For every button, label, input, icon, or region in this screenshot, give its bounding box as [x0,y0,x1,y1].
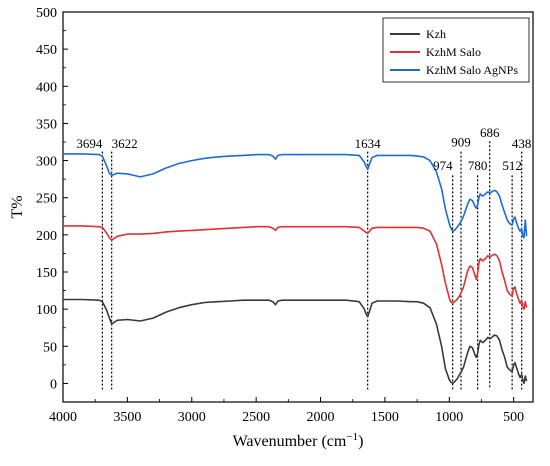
peak-marker-lines [101,141,523,390]
x-axis-ticks: 4000 3500 3000 2500 2000 1500 1000 500 [49,397,524,425]
legend: Kzh KzhM Salo KzhM Salo AgNPs [382,17,530,83]
x-tick-label: 1500 [371,410,399,425]
x-axis-title-close: ) [358,433,363,450]
x-tick-label: 2000 [307,410,335,425]
peak-label: 780 [468,158,488,173]
peak-label: 909 [451,134,471,149]
peak-annotations: 3694 3622 1634 974 909 780 686 512 438 [76,125,531,173]
y-tick-label: 400 [36,80,57,95]
y-axis-ticks: 0 50 100 150 200 250 300 350 400 450 500 [36,6,68,392]
x-tick-label: 1000 [435,410,463,425]
series-line-1 [63,225,528,310]
peak-label: 3694 [76,136,103,151]
x-tick-label: 3500 [113,410,141,425]
y-tick-label: 50 [43,340,57,355]
plot-frame [62,11,534,403]
y-tick-label: 200 [36,229,57,244]
legend-label-kzh: Kzh [426,27,446,41]
legend-box [382,17,530,83]
y-axis-title: T% [9,195,26,218]
y-tick-label: 100 [36,303,57,318]
y-tick-label: 250 [36,192,57,207]
peak-label: 1634 [355,136,382,151]
peak-label: 438 [512,136,532,151]
peak-label: 3622 [112,136,138,151]
y-tick-label: 300 [36,155,57,170]
x-axis-title-sup: −1 [346,431,358,443]
x-tick-label: 3000 [178,410,206,425]
x-tick-label: 4000 [49,410,77,425]
peak-label: 686 [480,125,500,140]
x-tick-label: 500 [503,410,524,425]
legend-label-kzhm-salo: KzhM Salo [426,45,481,59]
series-line-0 [63,298,528,385]
x-axis-title-main: Wavenumber (cm [233,433,347,450]
y-tick-label: 0 [50,377,57,392]
peak-label: 974 [433,158,453,173]
x-axis-title: Wavenumber (cm−1) [233,431,364,450]
y-tick-label: 500 [36,6,57,21]
series-lines [63,153,528,385]
legend-label-kzhm-salo-agnps: KzhM Salo AgNPs [426,63,518,77]
series-line-2 [63,153,528,239]
y-tick-label: 350 [36,117,57,132]
peak-label: 512 [502,158,522,173]
y-tick-label: 150 [36,266,57,281]
x-tick-label: 2500 [242,410,270,425]
y-tick-label: 450 [36,43,57,58]
